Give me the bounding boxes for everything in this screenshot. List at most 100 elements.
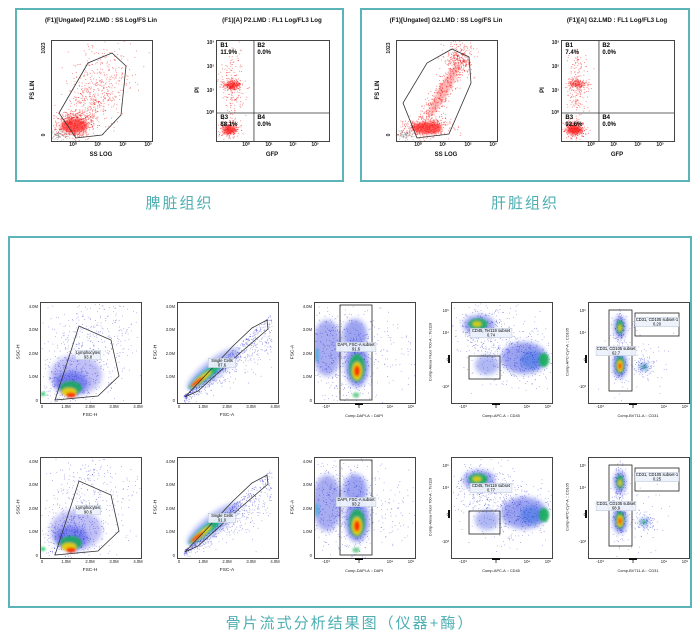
y-axis-label: FS LIN — [30, 80, 36, 100]
y-tick-label: 0 — [564, 357, 586, 362]
y-axis-label: SSC-H — [16, 499, 22, 515]
x-tick-label: 3.0M — [109, 559, 119, 564]
quadrant-lines — [217, 41, 329, 141]
x-tick-label: 10⁵ — [544, 559, 552, 564]
axis-zero-mark-y — [585, 510, 588, 518]
y-tick-label: 0 — [35, 397, 38, 403]
axis-zero-mark-y — [585, 355, 588, 363]
plot-frame: DAPI, FSC-A subset 91.6 — [314, 302, 416, 404]
plot-title: (F1)[A] G2.LMD : FL1 Log/FL3 Log — [566, 17, 668, 24]
y-tick-label: 10¹ — [206, 87, 214, 94]
plot-title: (F1)[Ungated] G2.LMD : SS Log/FS Lin — [389, 17, 503, 24]
plot-frame: Lymphocytes 93.8 — [40, 302, 142, 404]
quadrant-percent: 92.6% — [565, 122, 583, 128]
quadrant-percent: 7.4% — [565, 50, 580, 56]
liver-tissue-box: (F1)[Ungated] G2.LMD : SS Log/FS Lin 10⁰ 1… — [360, 8, 690, 182]
x-tick-label: 10² — [119, 142, 127, 148]
y-axis-label: FS LIN — [375, 80, 381, 100]
plot-frame: CD31, CD105 subset 62.7 CD31, CD105 subset… — [588, 302, 690, 404]
gate-outline — [468, 355, 501, 380]
x-tick-label: 10⁵ — [407, 559, 415, 564]
bone-caption: 骨片流式分析结果图（仪器+酶） — [225, 615, 475, 632]
flow-plot-r1c2: Single Cells 87.6 0 1.0M 2.0M 3.0M 4.0M 0 1.0M 2.… — [149, 294, 285, 434]
plot-frame — [51, 40, 153, 142]
y-tick-label: 0 — [172, 552, 175, 558]
x-tick-label: 0 — [631, 559, 635, 564]
y-tick-label: 10⁰ — [551, 109, 559, 116]
axis-zero-mark-x — [355, 557, 363, 560]
x-axis-label: GFP — [610, 152, 624, 158]
quadrant-name: B1 — [220, 43, 229, 49]
quadrant-percent: 11.9% — [220, 50, 238, 56]
quadrant-name: B2 — [257, 43, 265, 49]
y-tick-label: 2.0M — [28, 505, 38, 511]
quadrant-label-B1: B1 11.9% — [220, 43, 237, 57]
plot-liver-quadrant: (F1)[A] G2.LMD : FL1 Log/FL3 Log B1 7.4% B2… — [517, 16, 687, 180]
plot-canvas — [562, 41, 674, 141]
y-tick-label: 1.0M — [302, 529, 312, 534]
y-tick-label: 1023 — [386, 42, 392, 54]
x-tick-label: 0 — [494, 404, 498, 409]
quadrant-name: B1 — [565, 43, 574, 49]
y-tick-label: 0 — [564, 512, 586, 517]
spleen-tissue-box: (F1)[Ungated] P2.LMD : SS Log/FS Lin 10⁰ 1… — [15, 8, 344, 182]
y-axis-label: Comp-APC-Cy7-A :: CD105 — [564, 328, 570, 376]
x-axis-label: Comp-APC-A :: CD45 — [482, 413, 520, 418]
x-tick-label: 2.0M — [222, 559, 232, 564]
plot-frame: Lymphocytes 90.6 — [40, 457, 142, 559]
density-blobs-core — [315, 503, 365, 553]
y-tick-label: 3.0M — [302, 327, 312, 332]
flow-plot-r1c3: DAPI, FSC-A subset 91.6 -10³ 0 10⁴ 10⁵ 0 1.0M 2.… — [286, 294, 422, 434]
plot-frame: Single Cells 87.6 — [177, 302, 279, 404]
x-tick-label: 0 — [177, 559, 181, 564]
x-axis-label: Comp-APC-A :: CD45 — [482, 568, 520, 573]
x-tick-label: 10⁴ — [660, 404, 668, 409]
y-tick-label: 3.0M — [165, 327, 175, 332]
x-tick-label: 0 — [177, 404, 181, 409]
quadrant-label-B3: B3 88.1% — [220, 115, 237, 129]
plot-frame: B1 11.9% B2 0.0% B3 88.1% B4 0.0% — [216, 40, 330, 142]
y-tick-label: 10⁴ — [442, 484, 449, 490]
density-blobs-core — [61, 119, 87, 133]
axis-zero-mark-x — [355, 402, 363, 405]
gate-outline — [468, 510, 501, 535]
x-axis-label: FSC-A — [219, 568, 235, 573]
y-axis-label: Comp-APC-Cy7-A :: CD105 — [564, 483, 570, 531]
plot-frame: DAPI, FSC-A subset 93.2 — [314, 457, 416, 559]
plot-spleen-fs-scatter: (F1)[Ungated] P2.LMD : SS Log/FS Lin 10⁰ 1… — [21, 16, 173, 180]
y-tick-label: 0 — [309, 552, 312, 558]
x-tick-label: 0 — [494, 559, 498, 564]
density-blobs-core — [615, 475, 647, 529]
plot-liver-fs-scatter: (F1)[Ungated] G2.LMD : SS Log/FS Lin 10⁰ 1… — [366, 16, 518, 180]
flow-plot-r1c1: Lymphocytes 93.8 0 1.0M 2.0M 3.0M 4.0M 0 1.0M 2.0… — [12, 294, 148, 434]
x-tick-label: 4.0M — [270, 559, 280, 564]
y-axis-label: PI — [195, 87, 201, 93]
x-axis-label: Comp-DAPI-A :: DAPI — [345, 568, 383, 573]
x-tick-label: 10⁰ — [242, 142, 250, 148]
x-tick-label: -10³ — [322, 559, 330, 564]
plot-frame: B1 7.4% B2 0.0% B3 92.6% B4 0.0% — [561, 40, 675, 142]
y-tick-label: 0 — [172, 397, 175, 403]
density-blobs-core — [468, 318, 549, 367]
x-tick-label: 10³ — [489, 142, 497, 148]
gate-outline — [184, 319, 269, 398]
debris-points — [397, 129, 418, 141]
x-axis-label: SS LOG — [434, 152, 458, 158]
x-tick-label: 10² — [634, 142, 642, 148]
x-tick-label: 10⁴ — [386, 404, 394, 409]
y-tick-label: 10⁴ — [579, 484, 586, 490]
y-tick-label: 4.0M — [165, 458, 175, 464]
x-tick-label: 10³ — [144, 142, 152, 148]
y-tick-label: -10³ — [578, 538, 586, 544]
x-tick-label: 10² — [464, 142, 472, 148]
gate-label: CD31, CD105 subset-10.20 — [634, 317, 680, 327]
quadrant-label-B4: B4 0.0% — [257, 115, 271, 129]
y-axis-label: PI — [540, 87, 546, 93]
spleen-caption: 脾脏组织 — [145, 195, 214, 212]
y-tick-label: 0 — [41, 133, 47, 137]
